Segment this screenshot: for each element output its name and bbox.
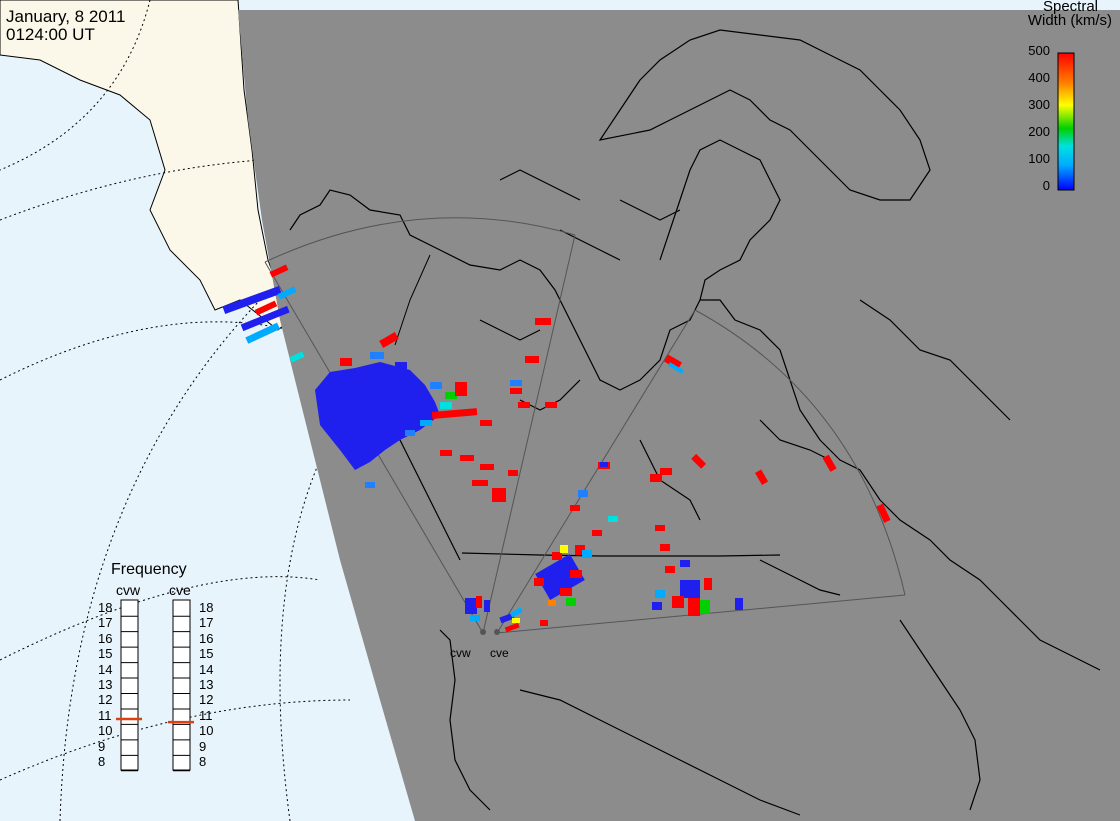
colorbar-tick-label: 300 xyxy=(1028,97,1050,112)
date-label: January, 8 2011 xyxy=(6,7,126,26)
frequency-tick-label: 12 xyxy=(98,692,113,708)
colorbar-tick-label: 100 xyxy=(1028,151,1050,166)
frequency-tick-label: 10 xyxy=(199,723,214,739)
frequency-tick-label: 8 xyxy=(199,754,207,770)
colorbar-tick-label: 0 xyxy=(1042,178,1050,193)
colorbar-tick-label: 400 xyxy=(1028,70,1050,85)
site-marker-cvw xyxy=(480,629,486,635)
frequency-column-cve: cve xyxy=(169,582,191,598)
day-land xyxy=(0,0,291,331)
coastlines xyxy=(289,29,1101,816)
frequency-tick-label: 11 xyxy=(98,707,112,723)
frequency-tick-label: 13 xyxy=(98,677,113,692)
frequency-tick-label: 9 xyxy=(98,738,106,754)
frequency-title: Frequency xyxy=(111,561,187,578)
colorbar-title-line1: Spectral xyxy=(1042,0,1098,15)
frequency-tick-label: 8 xyxy=(98,754,106,770)
colorbar-title-line2: Width (km/s) xyxy=(1027,12,1112,29)
colorbar-tick-label: 500 xyxy=(1028,43,1050,58)
frequency-tick-label: 17 xyxy=(199,615,214,631)
colorbar-tick-label: 200 xyxy=(1028,124,1050,139)
night-region xyxy=(238,10,1120,821)
frequency-tick-label: 15 xyxy=(199,646,214,662)
frequency-tick-label: 10 xyxy=(98,723,113,739)
site-marker-cve xyxy=(494,629,500,635)
site-label-cvw: cvw xyxy=(450,646,471,660)
frequency-bars xyxy=(116,599,194,772)
frequency-tick-label: 18 xyxy=(98,599,113,615)
echo-blocks xyxy=(222,264,891,633)
border-alaska xyxy=(394,254,431,346)
frequency-tick-label: 17 xyxy=(98,615,113,631)
frequency-tick-label: 18 xyxy=(199,599,214,615)
frequency-column-cvw: cvw xyxy=(116,582,141,598)
frequency-tick-label: 16 xyxy=(199,630,214,646)
frequency-tick-label: 14 xyxy=(199,661,214,677)
frequency-tick-label: 13 xyxy=(199,677,214,692)
frequency-tick-label: 11 xyxy=(199,707,213,723)
site-label-cve: cve xyxy=(490,646,509,660)
colorbar xyxy=(1057,52,1075,191)
frequency-tick-label: 16 xyxy=(98,630,113,646)
border-line xyxy=(461,552,781,557)
time-label: 0124:00 UT xyxy=(6,25,95,44)
frequency-tick-label: 15 xyxy=(98,646,113,662)
frequency-tick-label: 12 xyxy=(199,692,214,708)
frequency-tick-label: 9 xyxy=(199,738,207,754)
frequency-tick-label: 14 xyxy=(98,661,113,677)
